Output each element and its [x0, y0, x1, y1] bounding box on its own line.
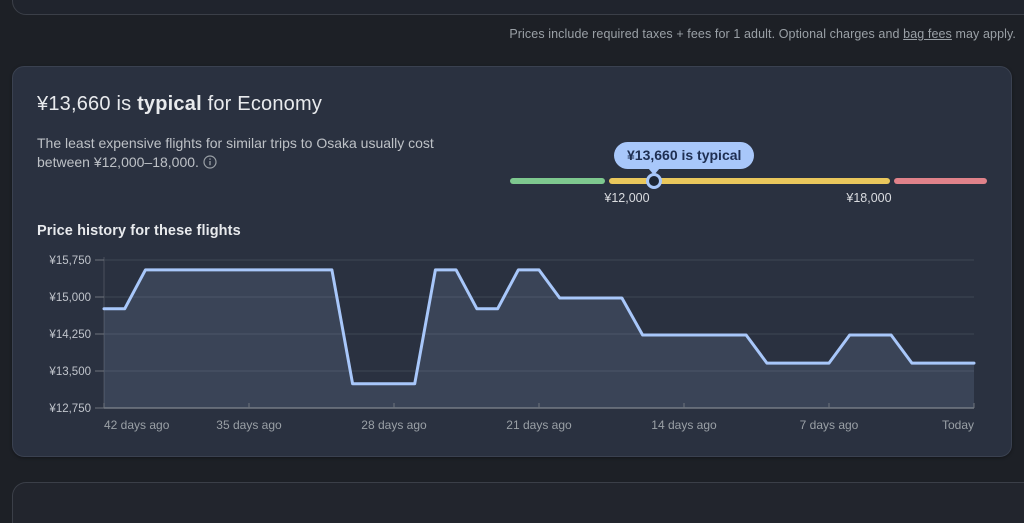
- current-price-knob-icon: [646, 173, 662, 189]
- range-high-label: ¥18,000: [846, 191, 892, 205]
- tooltip-tail-icon: [648, 168, 660, 175]
- price-disclaimer: Prices include required taxes + fees for…: [509, 27, 1016, 41]
- svg-text:¥15,750: ¥15,750: [48, 255, 91, 267]
- tooltip-label: ¥13,660 is typical: [627, 147, 742, 163]
- slider-segment-typical: [609, 178, 890, 184]
- svg-text:14 days ago: 14 days ago: [651, 418, 717, 432]
- svg-text:21 days ago: 21 days ago: [506, 418, 572, 432]
- headline-emphasis: typical: [137, 93, 202, 115]
- svg-text:Today: Today: [942, 418, 974, 432]
- svg-text:¥15,000: ¥15,000: [48, 292, 91, 304]
- disclaimer-text-suffix: may apply.: [951, 27, 1016, 41]
- price-insights-headline: ¥13,660 is typical for Economy: [37, 93, 487, 116]
- price-insights-text-block: ¥13,660 is typical for Economy The least…: [37, 91, 487, 172]
- price-line: [102, 268, 976, 386]
- price-history-chart: ¥15,750 ¥15,000 ¥14,250 ¥13,500 ¥12,750 42 da…: [48, 255, 976, 432]
- headline-suffix: for Economy: [201, 93, 323, 115]
- svg-text:42 days ago: 42 days ago: [104, 418, 170, 432]
- price-area-fill: [104, 269, 974, 408]
- previous-card-bottom-edge: [12, 0, 1024, 15]
- price-insights-card: ¥13,660 is typical for Economy The least…: [12, 66, 1012, 457]
- bag-fees-link[interactable]: bag fees: [903, 27, 952, 41]
- svg-text:¥12,750: ¥12,750: [48, 403, 91, 415]
- headline-prefix: ¥13,660 is: [37, 93, 138, 115]
- svg-text:7 days ago: 7 days ago: [800, 418, 859, 432]
- svg-text:¥13,500: ¥13,500: [48, 366, 91, 378]
- slider-segment-low: [510, 178, 605, 184]
- svg-text:¥14,250: ¥14,250: [48, 329, 91, 341]
- description-text: The least expensive flights for similar …: [37, 135, 434, 170]
- info-icon[interactable]: [203, 155, 217, 169]
- typical-price-tooltip: ¥13,660 is typical: [614, 142, 755, 175]
- slider-segment-high: [894, 178, 987, 184]
- price-insights-description: The least expensive flights for similar …: [37, 134, 477, 172]
- price-history-title: Price history for these flights: [37, 223, 241, 239]
- typical-price-range-slider: ¥13,660 is typical ¥12,000 ¥18,000: [510, 142, 987, 209]
- disclaimer-text: Prices include required taxes + fees for…: [509, 27, 904, 41]
- svg-text:28 days ago: 28 days ago: [361, 418, 427, 432]
- range-low-label: ¥12,000: [604, 191, 650, 205]
- price-insights-header: ¥13,660 is typical for Economy The least…: [37, 91, 987, 209]
- next-card-top-edge: [12, 482, 1024, 523]
- svg-text:35 days ago: 35 days ago: [216, 418, 282, 432]
